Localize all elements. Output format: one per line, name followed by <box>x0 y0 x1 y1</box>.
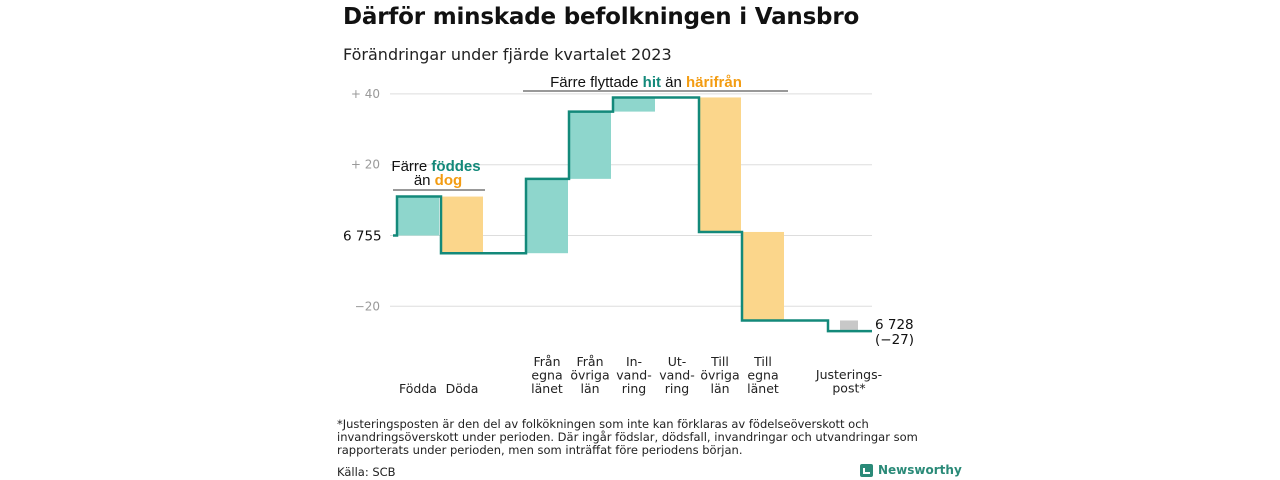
waterfall-bar <box>526 178 568 254</box>
births-annotation-word: föddes <box>431 158 480 175</box>
label-layer: Födda DödaFrånegnalänetFrånövrigalänIn-va… <box>399 354 882 396</box>
migration-annotation: Färre flyttade hit än härifrån <box>550 74 742 91</box>
category-label: egna <box>747 368 778 383</box>
category-label: Födda <box>399 381 437 396</box>
category-label: Till <box>753 354 772 369</box>
waterfall-bar <box>699 97 741 232</box>
migration-annotation-in-word: hit <box>643 74 661 91</box>
y-tick-label: −20 <box>355 299 380 313</box>
waterfall-bar <box>840 320 858 332</box>
category-label: vand- <box>659 368 694 383</box>
deaths-annotation-word: dog <box>435 172 463 189</box>
migration-annotation-prefix: Färre flyttade <box>550 74 638 91</box>
births-annotation-prefix: Färre <box>391 158 427 175</box>
category-label: Från <box>576 354 603 369</box>
category-label: vand- <box>616 368 651 383</box>
migration-annotation-joiner: än <box>665 74 682 91</box>
category-label: län <box>710 381 729 396</box>
bar-layer <box>397 97 858 332</box>
category-label: post* <box>832 381 865 396</box>
footnote: *Justeringsposten är den del av folkökni… <box>337 417 918 457</box>
category-label: län <box>580 381 599 396</box>
waterfall-bar <box>569 111 611 179</box>
waterfall-chart: + 40 + 20 −20 6 755 6 728(−27) Födda Döda Frå… <box>343 74 914 396</box>
migration-annotation-out-word: härifrån <box>686 74 742 91</box>
chart-title: Därför minskade befolkningen i Vansbro <box>343 4 860 30</box>
source-credit: Källa: SCB <box>337 465 396 479</box>
end-change-label: (−27) <box>875 332 914 348</box>
category-label: länet <box>747 381 779 396</box>
category-label: egna <box>531 368 562 383</box>
category-label: övriga <box>700 368 739 383</box>
brand-name: Newsworthy <box>878 463 962 477</box>
category-label: ring <box>665 381 689 396</box>
births-annotation-line1: Färre föddes <box>391 158 480 175</box>
waterfall-bar <box>613 97 655 112</box>
y-tick-label: + 40 <box>351 87 380 101</box>
waterfall-bar <box>397 196 439 236</box>
category-label: Döda <box>446 381 479 396</box>
category-label: Från <box>533 354 560 369</box>
category-label: ring <box>622 381 646 396</box>
category-label: Till <box>710 354 729 369</box>
chart-subtitle: Förändringar under fjärde kvartalet 2023 <box>343 45 672 64</box>
annotation-layer: Färre föddes än dog Färre flyttade hit ä… <box>391 74 788 191</box>
start-value-label: 6 755 <box>343 229 382 245</box>
line-layer: 6 728(−27) <box>393 96 914 348</box>
category-label: Ut- <box>668 354 687 369</box>
births-annotation-joiner: än <box>414 172 431 189</box>
brand-logo: Newsworthy <box>860 463 962 477</box>
category-label: länet <box>531 381 563 396</box>
births-annotation-line2: än dog <box>414 172 462 189</box>
category-label: Justerings- <box>815 367 882 382</box>
category-label: In- <box>626 354 642 369</box>
category-label: övriga <box>570 368 609 383</box>
waterfall-bar <box>441 196 483 254</box>
cumulative-line <box>393 96 872 333</box>
end-value-label: 6 728 <box>875 317 914 333</box>
newsworthy-logo-icon <box>860 463 873 477</box>
y-tick-label: + 20 <box>351 158 380 172</box>
waterfall-bar <box>742 231 784 321</box>
